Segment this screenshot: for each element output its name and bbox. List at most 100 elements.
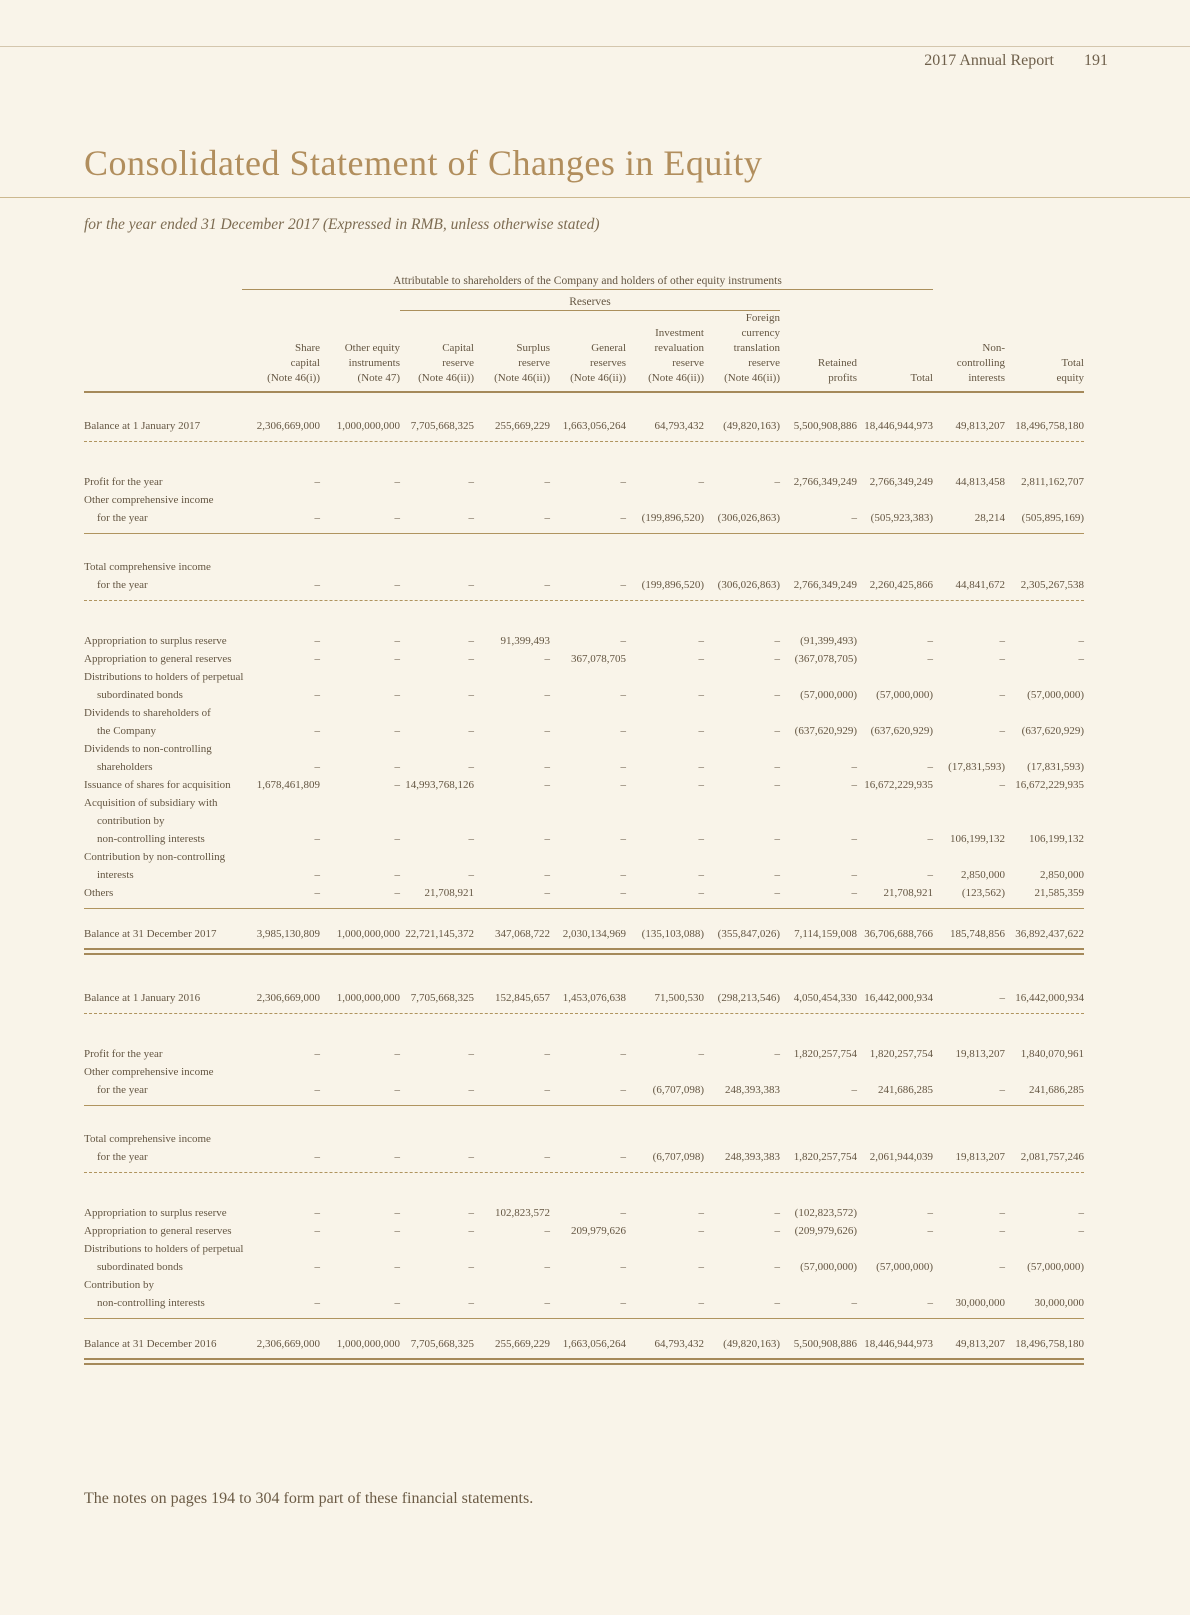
- value-cell: 1,000,000,000: [336, 1338, 400, 1350]
- value-cell: –: [468, 1084, 475, 1096]
- value-cell: –: [394, 653, 401, 665]
- value-cell: –: [999, 992, 1006, 1004]
- value-cell: 106,199,132: [1029, 833, 1084, 845]
- value-cell: (123,562): [961, 887, 1005, 899]
- value-cell: (57,000,000): [800, 1261, 857, 1273]
- value-cell: –: [544, 1048, 551, 1060]
- column-header: Foreign currency translation reserve (Note 4…: [724, 312, 780, 384]
- value-cell: (199,896,520): [641, 512, 704, 524]
- value-cell: –: [314, 635, 321, 647]
- value-cell: (57,000,000): [1027, 689, 1084, 701]
- value-cell: –: [620, 1261, 627, 1273]
- value-cell: –: [851, 1084, 858, 1096]
- value-cell: 1,000,000,000: [336, 928, 400, 940]
- value-cell: 2,306,669,000: [256, 1338, 320, 1350]
- column-header: Retained profits: [817, 357, 857, 384]
- value-cell: –: [314, 833, 321, 845]
- value-cell: (57,000,000): [876, 689, 933, 701]
- row-label-header: [84, 311, 242, 387]
- value-cell: 2,811,162,707: [1021, 476, 1084, 488]
- span-header-attributable: Attributable to shareholders of the Comp…: [242, 274, 933, 290]
- value-cell: 19,813,207: [955, 1048, 1006, 1060]
- value-cell: –: [544, 1225, 551, 1237]
- value-cell: (57,000,000): [1027, 1261, 1084, 1273]
- value-cell: 241,686,285: [878, 1084, 933, 1096]
- value-cell: –: [468, 1151, 475, 1163]
- rule-row: [84, 1353, 1084, 1371]
- rule-row: [84, 1099, 1084, 1106]
- value-cell: –: [620, 689, 627, 701]
- value-cell: 18,496,758,180: [1015, 420, 1084, 432]
- top-divider: [0, 46, 1190, 47]
- value-cell: –: [468, 761, 475, 773]
- value-cell: 3,985,130,809: [256, 928, 320, 940]
- row-label: Other comprehensive income for the year: [84, 1066, 214, 1096]
- table-row: Balance at 31 December 2016 2,306,669,000…: [84, 1335, 1084, 1353]
- value-cell: –: [698, 1225, 705, 1237]
- value-cell: 19,813,207: [955, 1151, 1006, 1163]
- notes-footnote: The notes on pages 194 to 304 form part …: [84, 1490, 534, 1507]
- value-cell: 2,306,669,000: [256, 420, 320, 432]
- table-row: Profit for the year – – – – – – –2,766,349,249 2…: [84, 473, 1084, 491]
- value-cell: 367,078,705: [571, 653, 626, 665]
- value-cell: –: [774, 1297, 781, 1309]
- value-cell: (637,620,929): [870, 725, 933, 737]
- value-cell: (57,000,000): [800, 689, 857, 701]
- value-cell: –: [620, 635, 627, 647]
- value-cell: 16,672,229,935: [864, 779, 933, 791]
- value-cell: 2,766,349,249: [793, 476, 857, 488]
- value-cell: –: [698, 1207, 705, 1219]
- value-cell: 2,766,349,249: [869, 476, 933, 488]
- value-cell: –: [314, 579, 321, 591]
- spacer-row: [84, 449, 1084, 473]
- value-cell: 1,820,257,754: [793, 1151, 857, 1163]
- statement-subtitle: for the year ended 31 December 2017 (Exp…: [84, 216, 600, 233]
- value-cell: –: [394, 689, 401, 701]
- value-cell: –: [999, 653, 1006, 665]
- value-cell: –: [698, 887, 705, 899]
- value-cell: –: [774, 1207, 781, 1219]
- rule-row: [84, 594, 1084, 608]
- value-cell: –: [468, 635, 475, 647]
- rule-row: [84, 1007, 1084, 1021]
- value-cell: –: [314, 1297, 321, 1309]
- table-row: Total comprehensive income for the year – –…: [84, 1130, 1084, 1166]
- value-cell: –: [774, 869, 781, 881]
- spacer-row: [84, 534, 1084, 558]
- value-cell: 18,446,944,973: [864, 420, 933, 432]
- value-cell: (6,707,098): [652, 1084, 704, 1096]
- value-cell: –: [774, 1261, 781, 1273]
- value-cell: –: [544, 653, 551, 665]
- value-cell: –: [314, 689, 321, 701]
- column-header: Capital reserve (Note 46(ii)): [418, 342, 474, 384]
- page-number: 191: [1084, 52, 1108, 69]
- value-cell: 255,669,229: [495, 1338, 550, 1350]
- rule-dashed: [84, 1013, 1084, 1014]
- value-cell: –: [544, 869, 551, 881]
- value-cell: –: [468, 579, 475, 591]
- value-cell: –: [314, 476, 321, 488]
- value-cell: –: [774, 1225, 781, 1237]
- value-cell: 2,306,669,000: [256, 992, 320, 1004]
- value-cell: 16,442,000,934: [1015, 992, 1084, 1004]
- value-cell: –: [394, 779, 401, 791]
- row-label: Distributions to holders of perpetual sub…: [84, 671, 244, 701]
- value-cell: –: [544, 1151, 551, 1163]
- value-cell: –: [999, 1084, 1006, 1096]
- value-cell: (199,896,520): [641, 579, 704, 591]
- value-cell: –: [468, 689, 475, 701]
- spacer-row: [84, 961, 1084, 989]
- value-cell: –: [544, 1297, 551, 1309]
- value-cell: 36,706,688,766: [864, 928, 933, 940]
- value-cell: –: [620, 1048, 627, 1060]
- table-row: Contribution by non-controlling interests…: [84, 848, 1084, 884]
- value-cell: 2,081,757,246: [1020, 1151, 1084, 1163]
- row-label: Balance at 31 December 2016: [84, 1338, 217, 1350]
- value-cell: –: [851, 761, 858, 773]
- value-cell: –: [927, 761, 934, 773]
- row-label: Appropriation to general reserves: [84, 653, 232, 665]
- row-label: Acquisition of subsidiary with contributi…: [84, 797, 218, 845]
- value-cell: 30,000,000: [1034, 1297, 1085, 1309]
- value-cell: –: [544, 1261, 551, 1273]
- value-cell: –: [314, 887, 321, 899]
